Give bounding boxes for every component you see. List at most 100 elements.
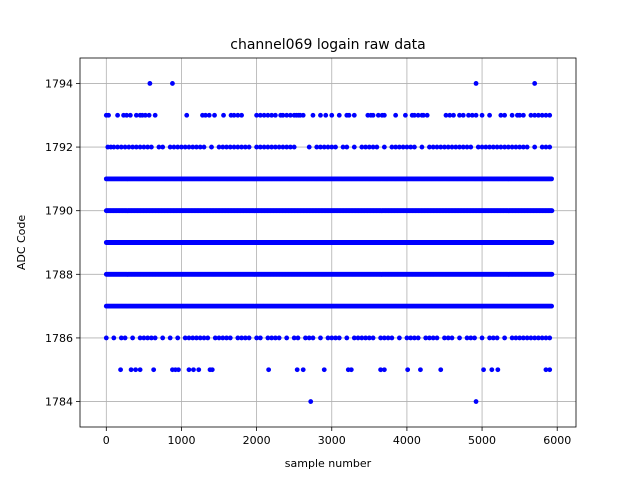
data-point: [197, 335, 203, 341]
data-point: [415, 335, 421, 341]
data-point: [430, 144, 436, 150]
data-point: [389, 335, 395, 341]
data-point: [460, 112, 466, 118]
data-point: [239, 112, 244, 118]
data-point: [333, 144, 338, 150]
data-point: [539, 335, 545, 341]
data-point: [421, 112, 426, 118]
data-point: [528, 112, 534, 118]
data-point: [532, 81, 538, 86]
data-point: [212, 335, 218, 341]
data-point: [466, 112, 471, 118]
data-point: [325, 144, 331, 150]
data-point: [351, 112, 357, 118]
data-point: [375, 112, 381, 118]
data-point: [543, 335, 549, 341]
data-point: [329, 144, 335, 150]
data-point: [539, 112, 545, 118]
data-point: [509, 112, 515, 118]
data-point: [111, 144, 117, 150]
data-point: [280, 112, 286, 118]
data-point: [517, 112, 523, 118]
data-point: [142, 112, 148, 118]
y-axis-label: ADC Code: [15, 215, 28, 271]
data-point: [137, 335, 143, 341]
data-point: [280, 144, 286, 150]
data-point: [528, 335, 534, 341]
data-point: [404, 144, 410, 150]
data-point: [265, 335, 271, 341]
data-point: [374, 144, 380, 150]
data-point: [167, 335, 173, 341]
data-point: [269, 144, 275, 150]
data-point: [333, 335, 338, 341]
data-point: [308, 399, 314, 404]
data-point: [513, 335, 519, 341]
data-point: [257, 335, 263, 341]
data-point: [254, 144, 260, 150]
data-point: [464, 335, 470, 341]
data-point: [261, 112, 267, 118]
data-point: [269, 335, 275, 341]
data-point: [344, 144, 350, 150]
data-points: [103, 81, 555, 404]
data-point: [479, 144, 485, 150]
data-point: [536, 112, 541, 118]
data-point: [547, 367, 553, 373]
data-point: [483, 144, 489, 150]
data-point: [300, 112, 306, 118]
data-point: [408, 144, 414, 150]
data-point: [457, 112, 462, 118]
data-point: [127, 112, 133, 118]
data-point: [494, 144, 500, 150]
data-point: [269, 112, 275, 118]
x-tick-label: 2000: [243, 434, 271, 447]
data-point: [351, 335, 357, 341]
data-point: [547, 144, 553, 150]
data-point: [231, 112, 237, 118]
x-tick-label: 4000: [393, 434, 421, 447]
data-point: [451, 112, 456, 118]
data-point: [239, 335, 244, 341]
data-point: [186, 335, 192, 341]
data-point: [449, 335, 455, 341]
data-point: [427, 144, 432, 150]
data-point: [536, 335, 541, 341]
data-point: [231, 144, 237, 150]
data-point: [442, 144, 447, 150]
data-point: [220, 335, 226, 341]
data-point: [239, 144, 244, 150]
data-point: [272, 112, 278, 118]
data-point: [385, 335, 391, 341]
data-point: [133, 144, 139, 150]
data-point: [111, 335, 117, 341]
data-point: [318, 144, 323, 150]
data-point: [190, 335, 196, 341]
data-point: [203, 112, 208, 118]
data-point: [118, 335, 124, 341]
data-point: [532, 335, 538, 341]
data-point: [221, 112, 226, 118]
data-point: [329, 112, 335, 118]
data-point: [438, 367, 444, 373]
data-point: [472, 335, 477, 341]
data-point: [359, 335, 365, 341]
data-point: [175, 144, 181, 150]
data-point: [170, 81, 175, 86]
data-point: [443, 112, 449, 118]
data-point: [549, 303, 554, 309]
data-point: [303, 335, 308, 341]
data-point: [393, 112, 399, 118]
data-point: [348, 367, 354, 373]
data-point: [284, 144, 290, 150]
data-point: [325, 335, 331, 341]
data-point: [340, 144, 346, 150]
data-point: [151, 367, 157, 373]
x-axis-ticks: 0 1000 2000 3000 4000 5000 6000: [103, 427, 571, 447]
x-tick-label: 6000: [543, 434, 571, 447]
data-point: [498, 144, 504, 150]
data-point: [141, 144, 147, 150]
data-point: [209, 144, 214, 150]
data-point: [396, 144, 402, 150]
data-point: [370, 112, 376, 118]
